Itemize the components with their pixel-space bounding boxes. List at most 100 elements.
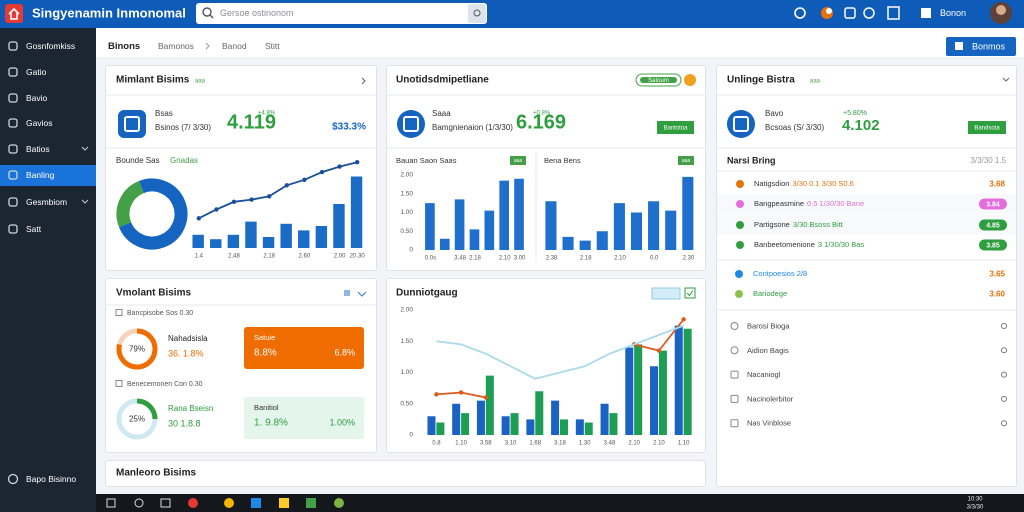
bar	[499, 180, 509, 250]
check-box[interactable]	[115, 309, 123, 316]
bar	[315, 226, 328, 248]
card-chevron[interactable]	[357, 291, 367, 297]
sidebar-footer[interactable]: Bapo Bisinno	[26, 474, 76, 484]
action-button[interactable]	[946, 37, 1016, 56]
task-app[interactable]	[224, 498, 234, 508]
help-icon[interactable]	[863, 7, 875, 19]
status-icon[interactable]	[684, 74, 696, 86]
breadcrumb-item: Bamonos	[158, 41, 194, 51]
x-tick-label: 2.48	[228, 254, 240, 260]
search-box[interactable]	[196, 3, 487, 24]
task-app[interactable]	[334, 498, 344, 508]
nav-item[interactable]: Nas Vinblose	[747, 419, 791, 428]
user-name[interactable]: Bonon	[940, 8, 966, 18]
bar	[630, 212, 643, 250]
bar	[634, 344, 643, 435]
card-tag: aaa	[810, 79, 821, 85]
sidebar-item[interactable]: Banling	[26, 170, 55, 180]
card-icon[interactable]	[344, 290, 350, 296]
sidebar-item[interactable]: Bavio	[26, 93, 48, 103]
card-button-label: Bandsota	[974, 126, 1000, 132]
check-box[interactable]	[684, 287, 696, 299]
task-app[interactable]	[306, 498, 316, 508]
sidebar-item[interactable]: Gesmbiom	[26, 197, 67, 207]
x-tick-label: 0.8	[432, 441, 441, 447]
task-view[interactable]	[160, 498, 171, 508]
logo[interactable]	[5, 4, 23, 23]
bar	[609, 413, 618, 435]
alert-icon-dot	[826, 8, 832, 14]
bar	[436, 422, 445, 435]
notification-icon[interactable]	[794, 7, 806, 19]
task-app[interactable]	[279, 498, 289, 508]
card-chevron[interactable]	[361, 77, 366, 85]
bar	[439, 238, 450, 250]
line-marker	[302, 177, 307, 182]
sidebar-item[interactable]: Satt	[26, 224, 42, 234]
stat-box-value: 8.8%	[254, 348, 277, 359]
x-tick-label: 20.30	[350, 254, 366, 260]
line-marker	[319, 169, 325, 175]
stat-box	[244, 327, 364, 369]
apps-icon[interactable]	[887, 6, 900, 20]
stat-total: $33.3%	[332, 122, 366, 133]
search-icon	[209, 14, 214, 19]
line-marker	[249, 197, 254, 202]
row-dot	[736, 221, 744, 229]
clock-date: 3/3/30	[967, 505, 984, 511]
sidebar-item[interactable]: Gosnfomkiss	[26, 41, 75, 51]
card-button[interactable]	[968, 121, 1006, 134]
row-detail: 3/30 0.1 3/30 S0.6	[792, 179, 853, 188]
bar	[658, 350, 667, 435]
task-app[interactable]	[188, 498, 198, 508]
x-tick-label: 2.10	[628, 441, 640, 447]
nav-item[interactable]: Aidion Bagis	[747, 346, 789, 355]
bar	[476, 400, 485, 435]
bar	[560, 419, 569, 435]
search-button[interactable]	[468, 4, 486, 23]
bar	[227, 234, 240, 248]
stat-label: Bsas	[155, 109, 173, 118]
sidebar-item[interactable]: Gavios	[26, 118, 52, 128]
legend-chip[interactable]	[651, 287, 681, 300]
line-marker	[214, 207, 219, 212]
y-tick-label: 2.00	[400, 307, 413, 314]
action-button-label: Bonmos	[972, 41, 1006, 51]
clock-time: 10:30	[967, 497, 983, 503]
card-chevron[interactable]	[1002, 77, 1010, 82]
check-mark	[686, 290, 694, 297]
nav-indicator	[1001, 395, 1007, 402]
row-detail: 3/30 Bsoss Bitt	[793, 220, 844, 229]
bar	[674, 325, 683, 435]
sidebar-item[interactable]: Batios	[26, 144, 50, 154]
value-pill[interactable]	[979, 239, 1007, 251]
x-tick-label: 2.10	[614, 256, 626, 262]
value-pill[interactable]	[979, 198, 1007, 210]
chart-tag-label: aaa	[514, 158, 523, 164]
mail-icon[interactable]	[844, 7, 856, 19]
y-tick-label: 1.50	[400, 190, 413, 197]
y-tick-label: 0.50	[400, 228, 413, 235]
card-button[interactable]	[657, 121, 694, 134]
nav-item[interactable]: Nacinolerbitor	[747, 394, 794, 403]
task-app[interactable]	[251, 498, 261, 508]
x-tick-label: 2.10	[653, 441, 665, 447]
bar	[535, 391, 544, 435]
bar	[350, 176, 363, 248]
task-search[interactable]	[134, 498, 144, 508]
user-icon[interactable]	[921, 8, 931, 18]
sidebar-item[interactable]: Gatio	[26, 67, 47, 77]
sidebar-icon	[8, 197, 18, 207]
value-pill[interactable]	[979, 219, 1007, 231]
nav-icon	[730, 322, 739, 330]
nav-item[interactable]: Nacaniogl	[747, 370, 781, 379]
check-box[interactable]	[115, 380, 123, 387]
x-tick-label: 2.10	[499, 256, 511, 262]
sidebar-icon	[8, 224, 18, 234]
section-title: Narsi Bring	[727, 155, 776, 165]
row-highlight	[717, 215, 1016, 235]
row-detail: 30 1.8.8	[168, 418, 201, 428]
nav-item[interactable]: Barosi Bioga	[747, 321, 790, 330]
start-button[interactable]	[106, 498, 116, 508]
